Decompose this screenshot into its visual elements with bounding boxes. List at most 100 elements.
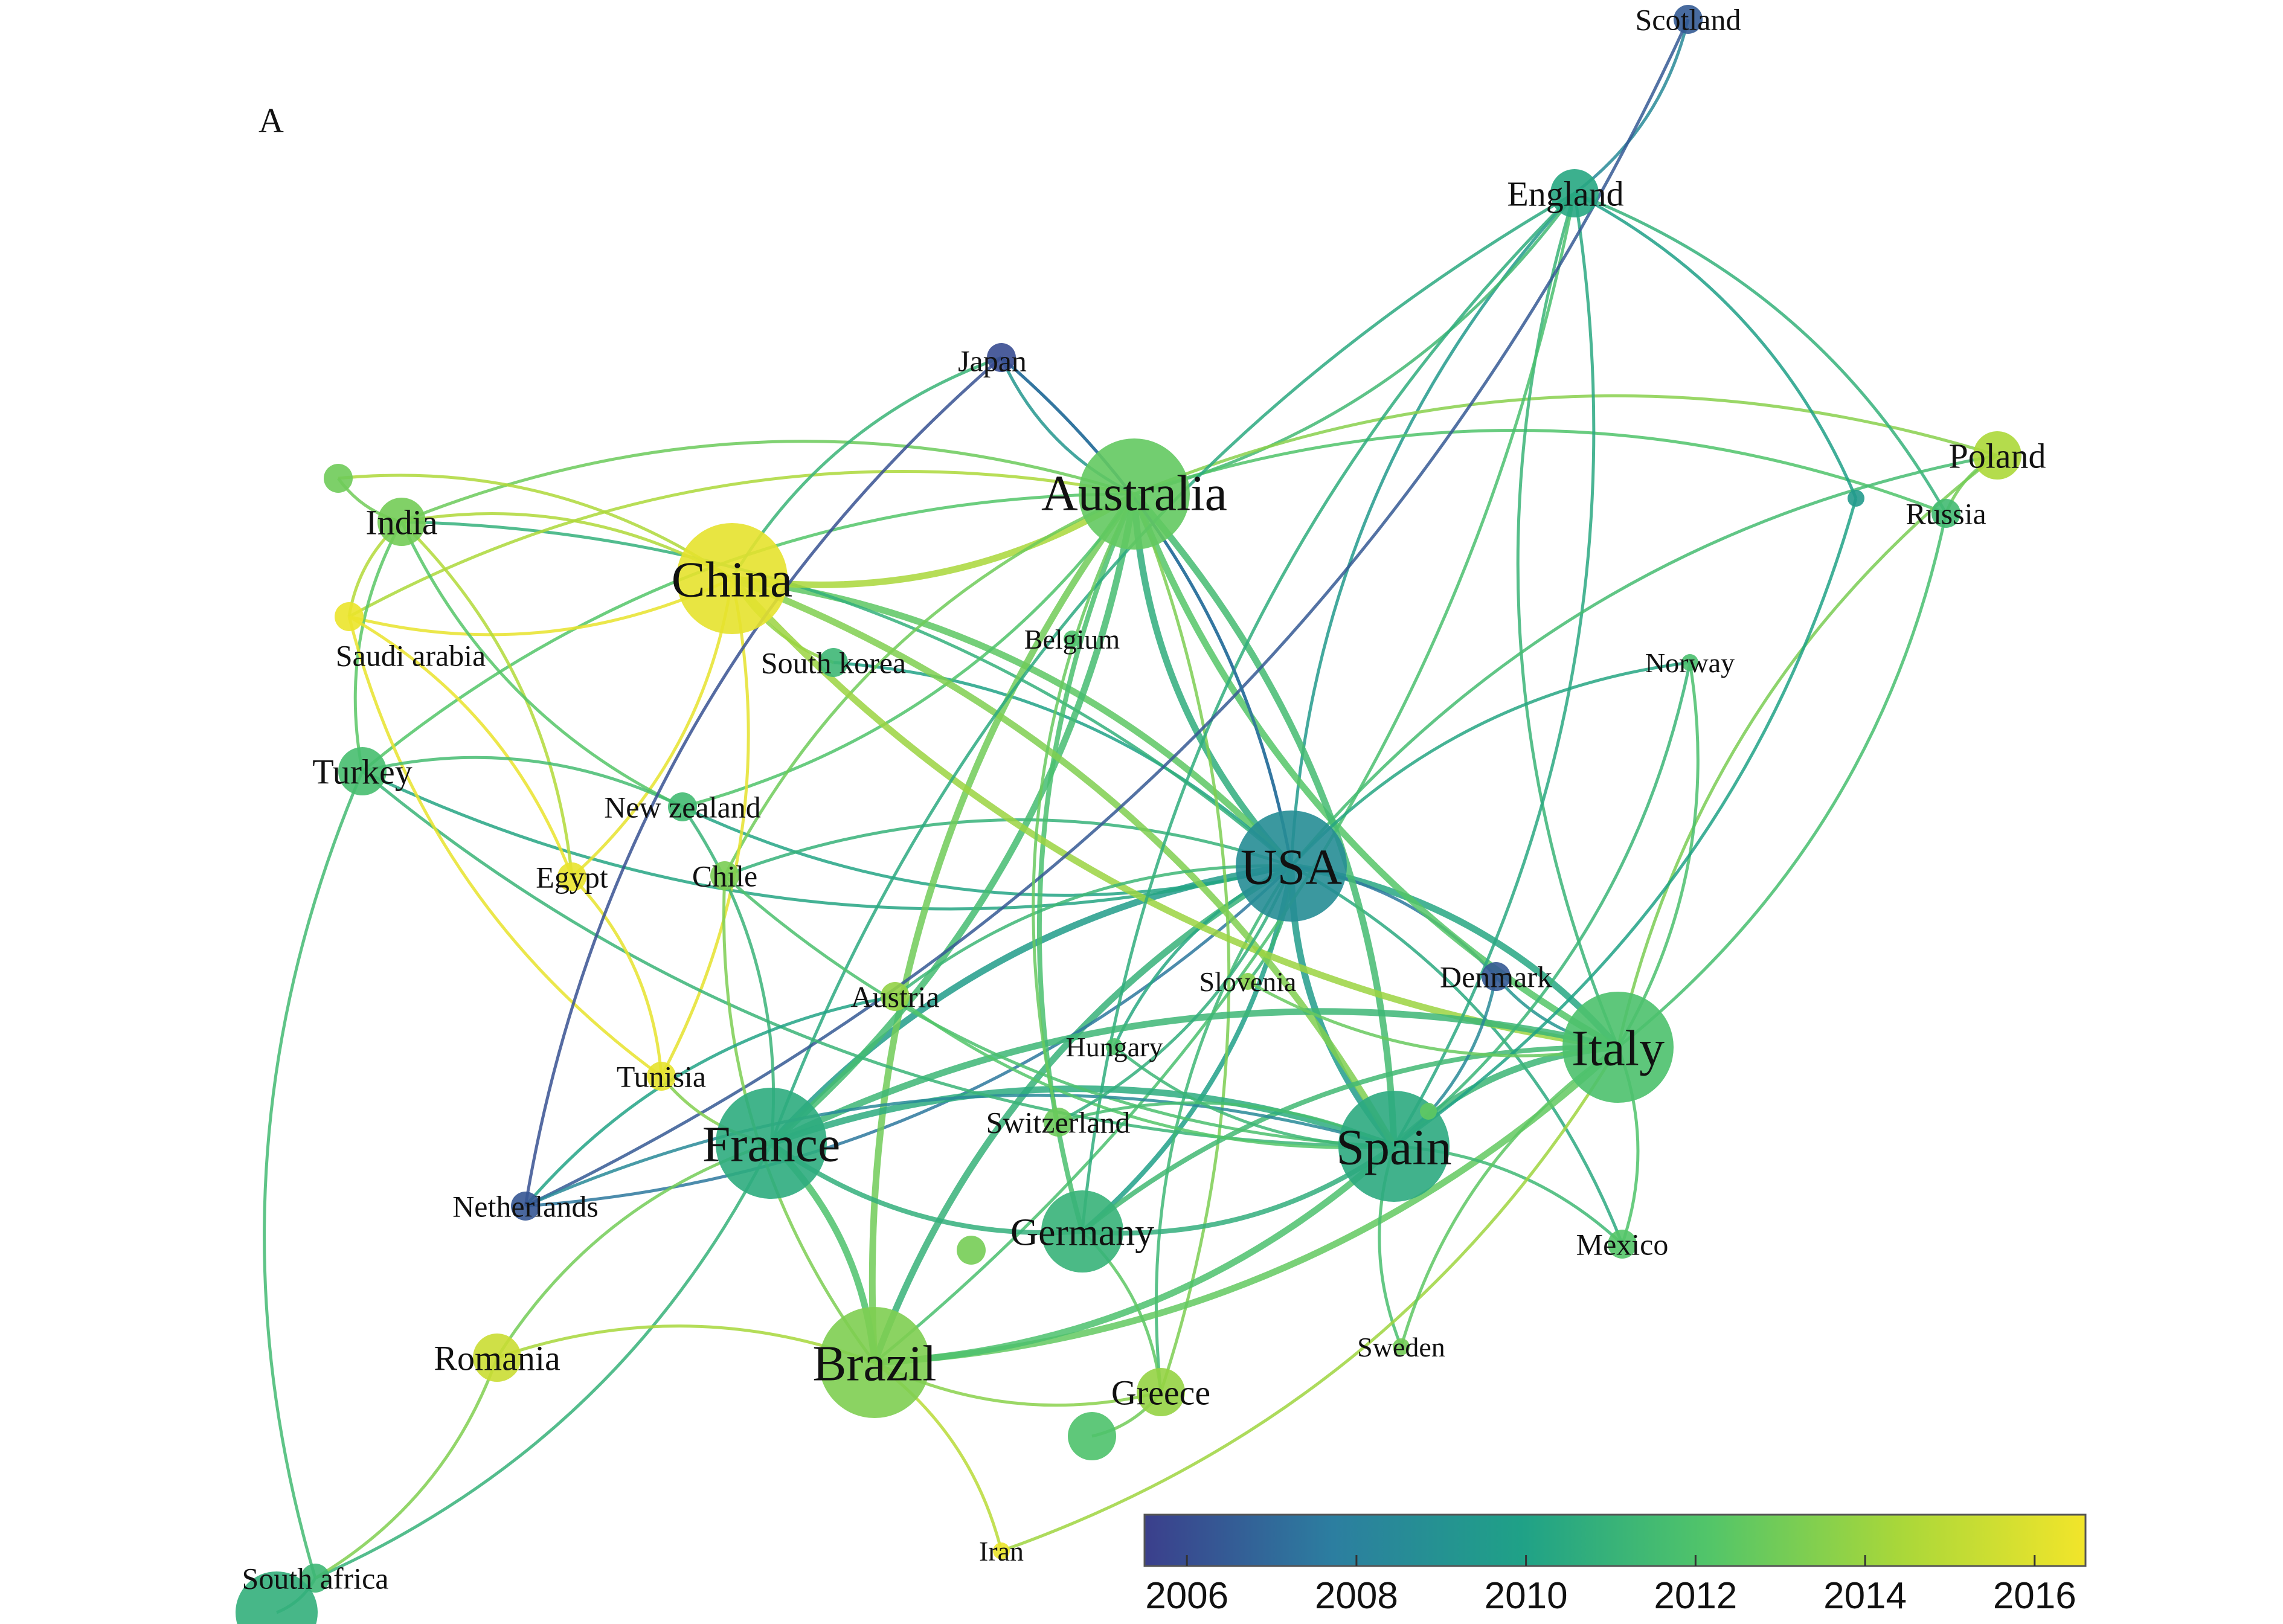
node-germany xyxy=(1041,1190,1123,1273)
edge-netherlands-austria xyxy=(524,995,896,1207)
node-n_unlabeled_3 xyxy=(957,1236,986,1265)
edge-australia-india xyxy=(401,440,1135,524)
node-denmark xyxy=(1482,962,1511,991)
edge-india-newzealand xyxy=(400,521,684,809)
node-layer xyxy=(236,5,2021,1624)
edge-spain-chile xyxy=(724,875,1395,1148)
panel-label: A xyxy=(258,101,284,140)
node-scotland xyxy=(1674,5,1703,34)
edge-france-southafrica xyxy=(314,1142,773,1580)
node-tunisia xyxy=(647,1062,676,1091)
node-label-southkorea: South korea xyxy=(761,646,906,680)
edge-italy-france xyxy=(769,1008,1619,1146)
edge-spain-netherlands xyxy=(524,1093,1395,1208)
node-norway xyxy=(1681,654,1698,671)
edge-usa-germany xyxy=(1080,865,1294,1234)
node-label-greece: Greece xyxy=(1111,1373,1210,1412)
node-label-usa: USA xyxy=(1241,839,1342,895)
edge-italy-poland xyxy=(1616,454,1999,1048)
node-label-england: England xyxy=(1507,174,1623,213)
edge-australia-france xyxy=(769,493,1138,1146)
node-n_unlabeled_4 xyxy=(1068,1412,1116,1460)
edge-norway-usa xyxy=(1290,661,1691,867)
edge-china-spain xyxy=(731,575,1397,1148)
colorbar-tick-label: 2006 xyxy=(1145,1575,1228,1617)
edge-n_unlabeled_5-england xyxy=(1573,191,1858,499)
edge-usa-india xyxy=(401,520,1292,867)
node-newzealand xyxy=(668,792,697,821)
node-label-belgium: Belgium xyxy=(1024,624,1120,655)
node-label-denmark: Denmark xyxy=(1440,960,1552,994)
node-china xyxy=(676,523,788,634)
node-hungary xyxy=(1106,1038,1123,1055)
node-label-romania: Romania xyxy=(434,1338,560,1378)
edge-australia-russia xyxy=(1134,429,1947,515)
edge-usa-southkorea xyxy=(833,661,1292,867)
node-label-japan: Japan xyxy=(958,344,1027,378)
node-label-germany: Germany xyxy=(1010,1210,1154,1253)
node-label-australia: Australia xyxy=(1041,465,1227,521)
node-label-mexico: Mexico xyxy=(1576,1228,1669,1262)
edge-china-n_unlabeled_1 xyxy=(338,473,733,580)
edge-switzerland-australia xyxy=(1032,493,1136,1123)
edge-norway-spain xyxy=(1393,662,1692,1147)
edge-egypt-tunisia xyxy=(571,876,663,1077)
colorbar-tick-label: 2008 xyxy=(1315,1575,1398,1617)
edge-usa-netherlands xyxy=(525,865,1292,1208)
node-label-egypt: Egypt xyxy=(536,861,608,894)
edge-iran-italy xyxy=(1001,1046,1620,1553)
edge-australia-poland xyxy=(1134,394,1998,496)
node-brazil xyxy=(819,1307,930,1418)
colorbar-tick-label: 2010 xyxy=(1485,1575,1568,1617)
edge-australia-chile xyxy=(723,492,1135,877)
edge-southafrica-romania xyxy=(314,1357,499,1580)
node-netherlands xyxy=(511,1192,540,1221)
node-label-austria: Austria xyxy=(850,980,939,1014)
edge-china-tunisia xyxy=(660,578,750,1077)
node-saudi xyxy=(335,602,364,631)
node-label-turkey: Turkey xyxy=(312,752,412,791)
edge-turkey-newzealand xyxy=(362,756,684,809)
edge-japan-usa xyxy=(1000,356,1293,867)
edge-australia-china xyxy=(731,491,1136,588)
node-label-tunisia: Tunisia xyxy=(617,1060,706,1094)
node-n_unlabeled_5 xyxy=(1848,490,1864,507)
colorbar-tick-label: 2016 xyxy=(1993,1575,2076,1617)
node-label-chile: Chile xyxy=(692,859,757,893)
edge-n_unlabeled_5-spain xyxy=(1393,498,1858,1148)
node-greece xyxy=(1137,1368,1185,1416)
node-label-italy: Italy xyxy=(1572,1020,1665,1076)
node-label-norway: Norway xyxy=(1645,647,1735,678)
node-slovenia xyxy=(1239,973,1256,990)
edge-spain-brazil xyxy=(874,1143,1396,1366)
edge-england-france xyxy=(769,191,1576,1144)
edge-usa-england xyxy=(1289,192,1576,867)
node-southkorea xyxy=(819,648,848,677)
node-label-france: France xyxy=(702,1116,841,1172)
edge-italy-germany xyxy=(1080,1044,1619,1234)
node-italy xyxy=(1562,992,1674,1103)
edge-india-egypt xyxy=(400,521,574,878)
node-australia xyxy=(1079,438,1190,550)
node-n_unlabeled_1 xyxy=(324,464,353,493)
edge-japan-netherlands xyxy=(524,356,1003,1207)
edge-poland-usa xyxy=(1290,454,1998,867)
node-label-india: India xyxy=(365,502,437,542)
node-turkey xyxy=(338,747,387,795)
node-label-saudi: Saudi arabia xyxy=(336,639,486,673)
node-n_unlabeled_2 xyxy=(236,1571,318,1624)
edge-england-spain xyxy=(1392,193,1596,1147)
node-russia xyxy=(1931,499,1960,528)
edge-england-italy xyxy=(1516,193,1620,1048)
node-label-slovenia: Slovenia xyxy=(1199,966,1297,997)
node-france xyxy=(716,1088,827,1199)
edge-saudi-tunisia xyxy=(347,616,663,1078)
edge-usa-chile xyxy=(724,818,1292,878)
edge-usa-australia xyxy=(1131,493,1294,868)
edge-italy-russia xyxy=(1617,513,1948,1048)
colorbar-ticks: 2006 2008 2010 2012 2014 2016 xyxy=(1145,1555,2076,1617)
node-iran xyxy=(993,1542,1010,1559)
node-label-switzerland: Switzerland xyxy=(986,1106,1131,1140)
edge-spain-turkey xyxy=(361,770,1395,1148)
